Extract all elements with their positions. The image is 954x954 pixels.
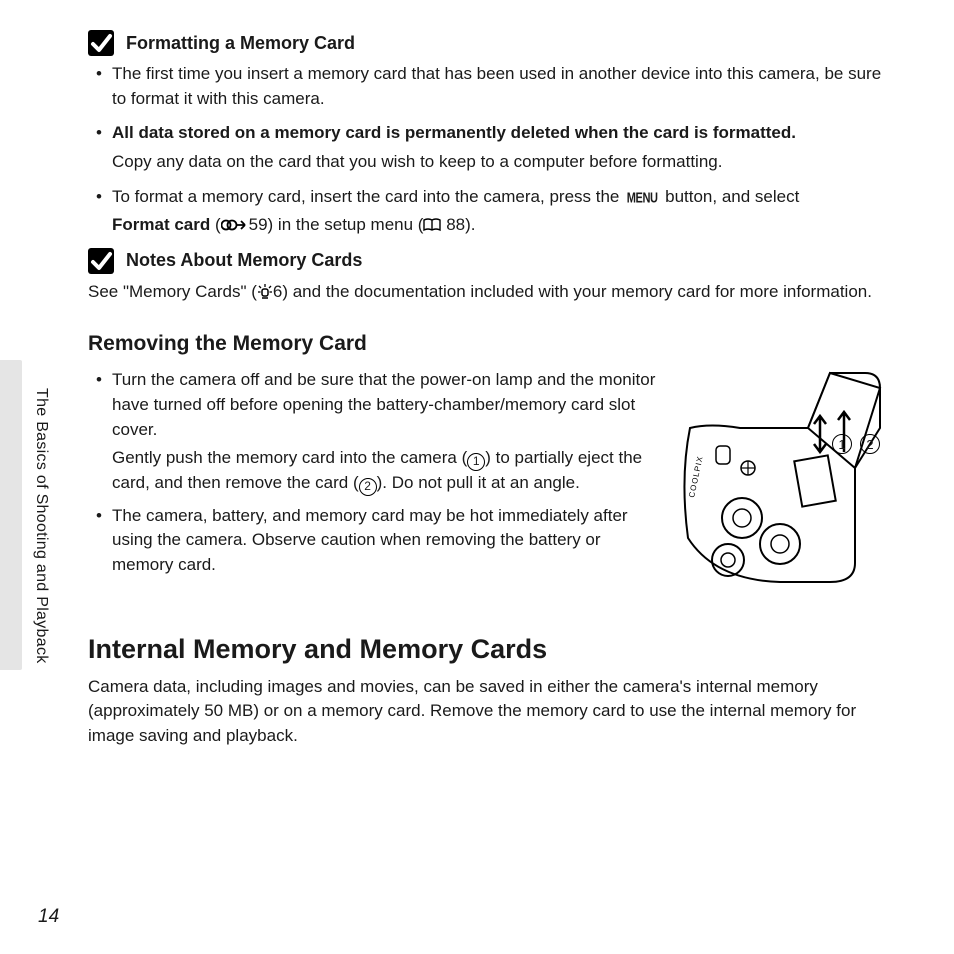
bullet-bold: All data stored on a memory card is perm…: [112, 123, 796, 142]
bullet-text: Gently push the memory card into the cam…: [112, 448, 467, 467]
bullet-text: 59) in the setup menu (: [249, 215, 424, 234]
check-icon: [88, 248, 114, 274]
bullet-text: (: [210, 215, 220, 234]
page-reference-icon: [423, 215, 441, 229]
internal-memory-text: Camera data, including images and movies…: [88, 675, 886, 749]
bullet-text: The first time you insert a memory card …: [112, 64, 881, 108]
bullet-text: button, and select: [660, 187, 799, 206]
bullet-item: Turn the camera off and be sure that the…: [88, 368, 662, 495]
note-title: Notes About Memory Cards: [126, 250, 362, 271]
note-memory-cards: Notes About Memory Cards See "Memory Car…: [88, 248, 886, 305]
bullet-text: ). Do not pull it at an angle.: [377, 473, 580, 492]
bullet-text: To format a memory card, insert the card…: [112, 187, 624, 206]
bullet-item: The camera, battery, and memory card may…: [88, 504, 662, 578]
note-text: See "Memory Cards" ( 6) and the documenta…: [88, 280, 886, 305]
bullet-item: All data stored on a memory card is perm…: [88, 121, 886, 174]
camera-illustration: COOLPIX 1 2: [680, 368, 886, 584]
callout-2: 2: [359, 478, 377, 496]
format-card-label: Format card: [112, 215, 210, 234]
quick-help-icon: [257, 283, 273, 299]
bullet-text: Turn the camera off and be sure that the…: [112, 370, 655, 438]
check-icon: [88, 30, 114, 56]
bullet-text: 88).: [441, 215, 475, 234]
note-text-part: See "Memory Cards" (: [88, 282, 257, 301]
page-content: Formatting a Memory Card The first time …: [0, 0, 954, 779]
note-title: Formatting a Memory Card: [126, 33, 355, 54]
callout-1: 1: [467, 453, 485, 471]
subheading-removing: Removing the Memory Card: [88, 332, 886, 356]
bullet-item: The first time you insert a memory card …: [88, 62, 886, 111]
illus-callout-2: 2: [860, 434, 880, 454]
heading-internal-memory: Internal Memory and Memory Cards: [88, 634, 886, 665]
bullet-text: Copy any data on the card that you wish …: [112, 150, 886, 175]
page-number: 14: [38, 906, 59, 928]
illus-callout-1: 1: [832, 434, 852, 454]
reference-section-icon: [221, 215, 249, 229]
menu-button-label: MENU: [627, 187, 658, 209]
note-formatting: Formatting a Memory Card The first time …: [88, 30, 886, 238]
bullet-item: To format a memory card, insert the card…: [88, 185, 886, 238]
bullet-text: The camera, battery, and memory card may…: [112, 506, 628, 574]
note-text-part: 6) and the documentation included with y…: [273, 282, 872, 301]
